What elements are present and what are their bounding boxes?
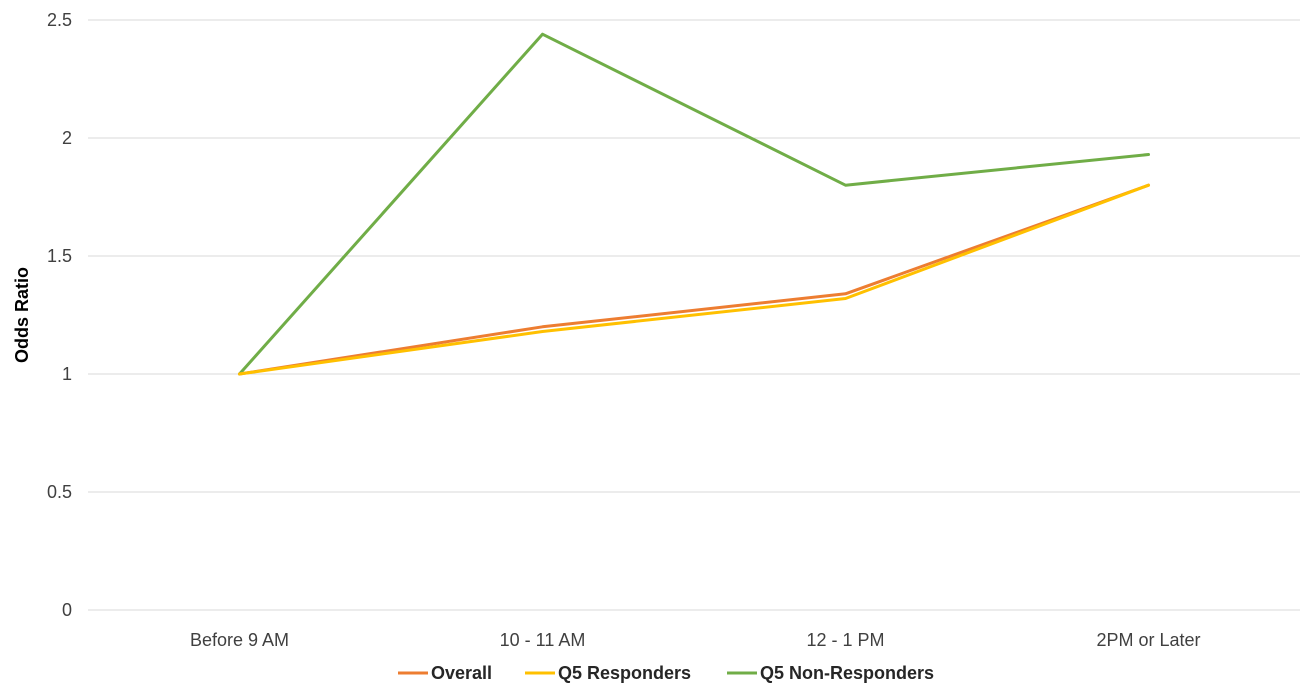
legend-item: Q5 Responders <box>525 663 691 683</box>
series-line-q5-responders <box>238 183 1150 376</box>
legend: Overall Q5 Responders Q5 Non-Responders <box>398 663 934 683</box>
y-tick-label: 1.5 <box>47 246 72 266</box>
x-tick-label: 2PM or Later <box>1096 630 1200 650</box>
gridlines <box>88 19 1300 611</box>
y-axis-ticks: 0 0.5 1 1.5 2 2.5 <box>47 10 72 620</box>
legend-label: Overall <box>431 663 492 683</box>
y-tick-label: 0.5 <box>47 482 72 502</box>
series-line-q5-non-responders <box>238 32 1150 376</box>
y-tick-label: 2 <box>62 128 72 148</box>
x-tick-label: 12 - 1 PM <box>806 630 884 650</box>
legend-label: Q5 Responders <box>558 663 691 683</box>
series-line-overall <box>238 183 1150 376</box>
x-tick-label: Before 9 AM <box>190 630 289 650</box>
series-lines <box>238 32 1150 376</box>
y-tick-label: 0 <box>62 600 72 620</box>
legend-label: Q5 Non-Responders <box>760 663 934 683</box>
x-axis-ticks: Before 9 AM 10 - 11 AM 12 - 1 PM 2PM or Lat… <box>190 630 1201 650</box>
x-tick-label: 10 - 11 AM <box>500 630 586 650</box>
legend-item: Q5 Non-Responders <box>727 663 934 683</box>
y-tick-label: 1 <box>62 364 72 384</box>
legend-item: Overall <box>398 663 492 683</box>
y-axis-label: Odds Ratio <box>12 267 32 363</box>
y-tick-label: 2.5 <box>47 10 72 30</box>
